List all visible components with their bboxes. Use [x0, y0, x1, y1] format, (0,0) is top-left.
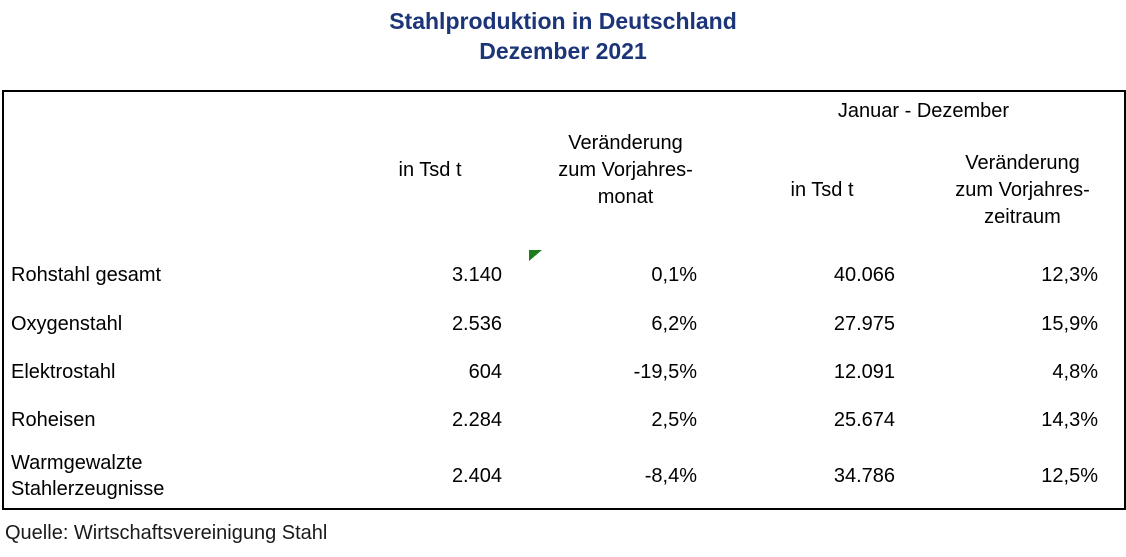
- value-tsd-t: 2.536: [451, 313, 502, 335]
- steel-production-table: in Tsd t Veränderung zum Vorjahres- mona…: [2, 90, 1126, 510]
- header-january-december: Januar - Dezember: [837, 100, 1010, 122]
- row-label: Rohstahl gesamt: [11, 263, 162, 286]
- row-label: Warmgewalzte Stahlerzeugnisse: [11, 452, 165, 500]
- row-label: Elektrostahl: [11, 360, 116, 383]
- value-vs-period: 12,5%: [1041, 464, 1098, 487]
- table-row: Roheisen 2.284 2,5% 25.674 14,3%: [3, 396, 1125, 444]
- value-vs-period: 14,3%: [1041, 408, 1098, 431]
- value-vs-month: 2,5%: [651, 408, 697, 431]
- table-row: Warmgewalzte Stahlerzeugnisse 2.404 -8,4…: [3, 444, 1125, 509]
- value-vs-month: 6,2%: [651, 313, 697, 335]
- green-cell-indicator-icon: [529, 250, 542, 261]
- header-change-prev-period: Veränderung zum Vorjahres- zeitraum: [955, 151, 1090, 228]
- value-vs-period: 15,9%: [1041, 313, 1098, 335]
- header-empty-cell: [3, 91, 332, 249]
- value-vs-month: -8,4%: [644, 464, 697, 487]
- header-period-in-tsd-t: in Tsd t: [790, 178, 854, 201]
- value-ytd-tsd-t: 34.786: [833, 464, 895, 487]
- value-tsd-t: 2.284: [451, 408, 502, 431]
- header-change-prev-month: Veränderung zum Vorjahres- monat: [558, 132, 693, 208]
- row-label: Roheisen: [11, 408, 96, 431]
- page-title: Stahlproduktion in Deutschland Dezember …: [0, 6, 1126, 66]
- value-vs-month: 0,1%: [651, 263, 697, 286]
- value-vs-period: 12,3%: [1041, 263, 1098, 286]
- header-row-group: in Tsd t Veränderung zum Vorjahres- mona…: [3, 91, 1125, 208]
- value-tsd-t: 2.404: [451, 464, 502, 487]
- header-row-sub: in Tsd t Veränderung zum Vorjahres- zeit…: [3, 131, 1125, 249]
- header-in-tsd-t: in Tsd t: [398, 159, 462, 181]
- source-note: Quelle: Wirtschaftsvereinigung Stahl: [5, 522, 328, 544]
- page-title-line-1: Stahlproduktion in Deutschland: [389, 8, 737, 34]
- value-ytd-tsd-t: 27.975: [833, 313, 895, 335]
- value-tsd-t: 3.140: [451, 263, 502, 286]
- value-vs-period: 4,8%: [1052, 360, 1098, 383]
- table-row: Oxygenstahl 2.536 6,2% 27.975 15,9%: [3, 301, 1125, 348]
- value-ytd-tsd-t: 12.091: [833, 360, 895, 383]
- table-row: Rohstahl gesamt 3.140 0,1% 40.066 12,3%: [3, 249, 1125, 301]
- value-ytd-tsd-t: 40.066: [833, 263, 895, 286]
- value-vs-month: -19,5%: [633, 360, 697, 383]
- row-label: Oxygenstahl: [11, 313, 123, 335]
- value-tsd-t: 604: [468, 360, 502, 383]
- page-title-line-2: Dezember 2021: [479, 38, 647, 64]
- table-row: Elektrostahl 604 -19,5% 12.091 4,8%: [3, 348, 1125, 396]
- value-ytd-tsd-t: 25.674: [833, 408, 895, 431]
